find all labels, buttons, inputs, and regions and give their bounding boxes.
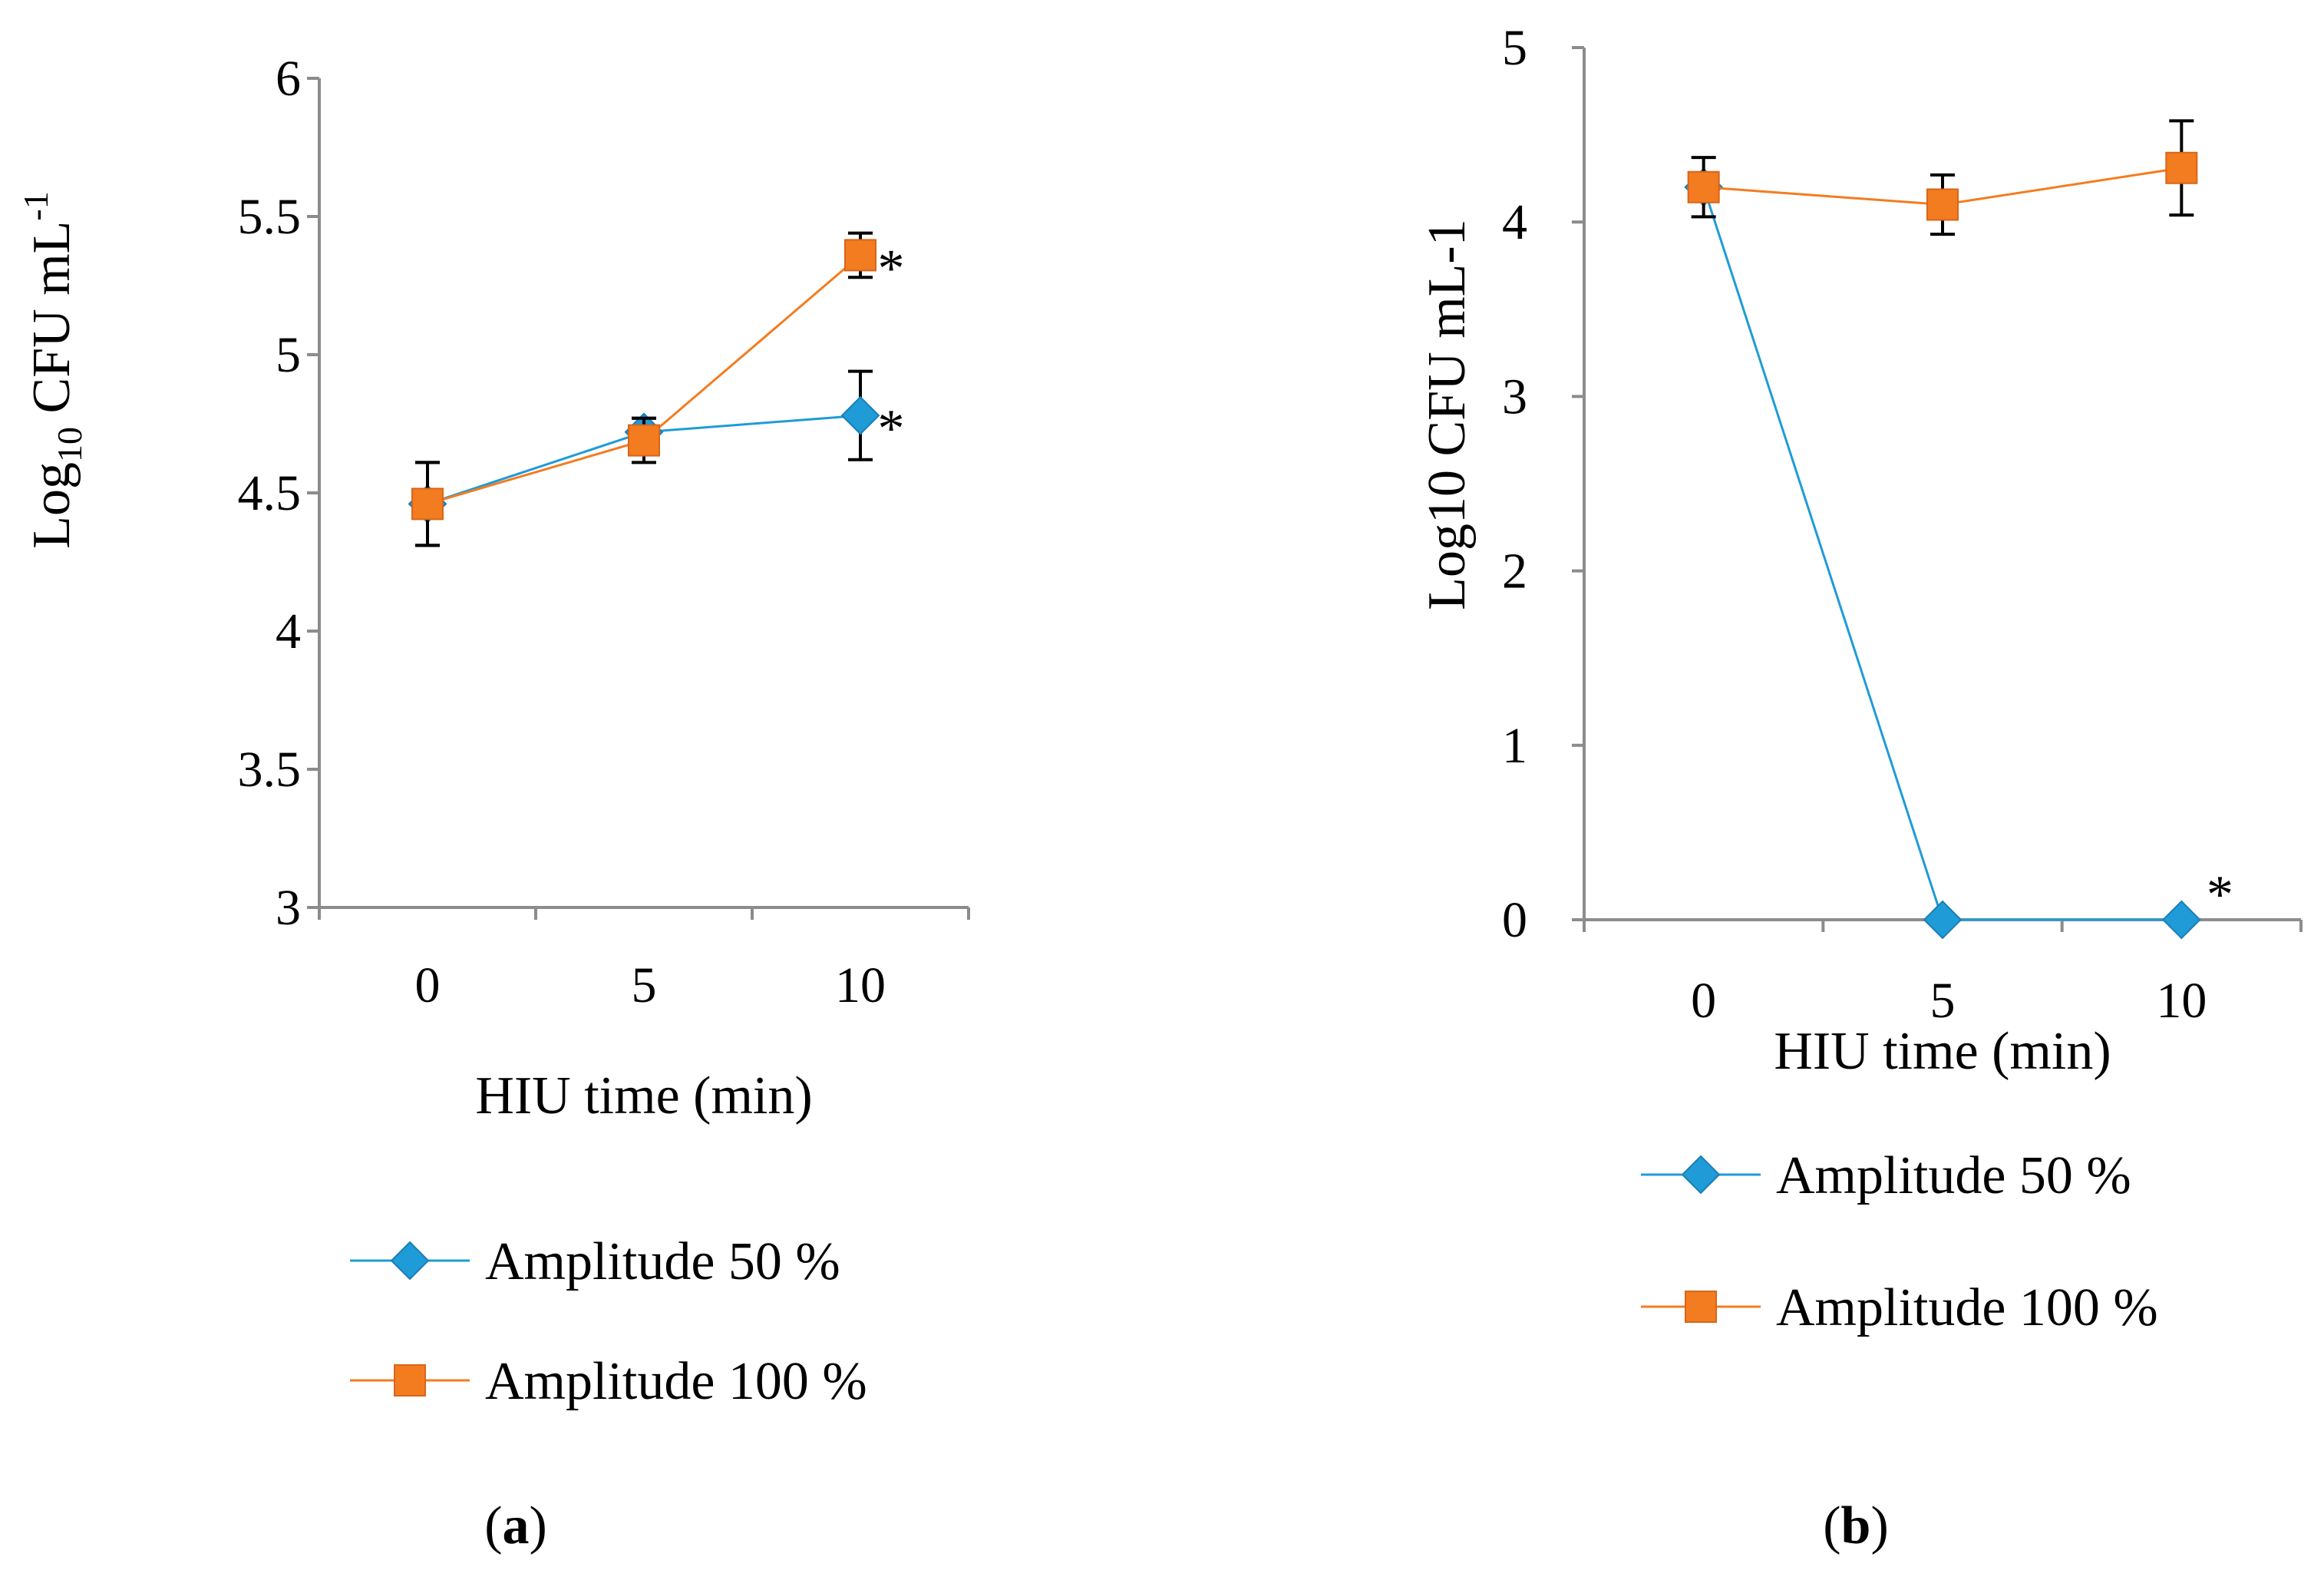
y-tick-label: 2: [1502, 544, 1527, 600]
legend-entry-amplitude-50: Amplitude 50 %: [1641, 1146, 2131, 1205]
y-tick-label: 6: [276, 51, 301, 107]
x-tick-label: 5: [1930, 973, 1956, 1029]
data-point-square: [411, 488, 444, 521]
data-point-square: [628, 424, 660, 457]
x-axis-title: HIU time (min): [475, 1066, 812, 1126]
chart-panel-b: 0 1 2 3 4 5 0 5 10 HIU time (min) Log10 CFU mL-1 * A…: [1418, 20, 2303, 1555]
legend-label: Amplitude 100 %: [1776, 1278, 2158, 1337]
series-line: [427, 254, 861, 505]
legend-label: Amplitude 100 %: [485, 1352, 867, 1411]
legend-label: Amplitude 50 %: [485, 1232, 840, 1291]
panel-label: (a): [484, 1496, 547, 1555]
y-axis-title-subscript: 10: [50, 427, 89, 462]
series-amplitude-100: [411, 231, 876, 547]
y-axis-title: Log10 CFU mL-1: [16, 191, 89, 548]
legend-marker-diamond: [1681, 1155, 1721, 1195]
legend-marker-diamond: [390, 1241, 430, 1281]
data-point-square: [1687, 170, 1720, 203]
y-axis-title-base: Log: [22, 462, 81, 549]
y-tick-label: 3.5: [238, 742, 302, 798]
data-point-diamond: [840, 395, 880, 435]
data-point-square: [844, 239, 876, 272]
y-tick-label: 0: [1502, 892, 1527, 948]
y-axis-title-superscript: -1: [16, 191, 55, 220]
panel-label-close: ): [1870, 1496, 1888, 1555]
legend-marker-square: [394, 1364, 426, 1397]
y-tick-label: 5: [1502, 20, 1527, 76]
panel-label-open: (: [1823, 1496, 1840, 1555]
data-point-diamond: [2161, 900, 2201, 940]
legend-entry-amplitude-100: Amplitude 100 %: [1641, 1278, 2158, 1337]
legend-entry-amplitude-50: Amplitude 50 %: [350, 1232, 840, 1291]
series-amplitude-100: [1687, 119, 2198, 236]
x-tick-label: 0: [1691, 973, 1716, 1029]
panel-label-close: ): [530, 1496, 547, 1555]
y-tick-label: 3: [276, 880, 301, 936]
y-tick-label: 3: [1502, 369, 1527, 425]
legend-label: Amplitude 50 %: [1776, 1146, 2131, 1205]
y-tick-label: 4.5: [238, 465, 302, 521]
y-tick-label: 1: [1502, 718, 1527, 774]
y-tick-label: 4: [276, 603, 301, 659]
data-point-diamond: [1923, 900, 1963, 940]
y-tick-label: 5: [276, 327, 301, 383]
x-tick-label: 0: [415, 957, 441, 1013]
panel-label-open: (: [484, 1496, 502, 1555]
data-point-square: [1926, 188, 1959, 221]
y-axis-title: Log10 CFU mL-1: [1418, 219, 1477, 610]
significance-asterisk: *: [878, 239, 905, 298]
x-axis-title: HIU time (min): [1774, 1022, 2111, 1081]
y-tick-label: 4: [1502, 194, 1527, 250]
panel-label: (b): [1823, 1496, 1889, 1555]
legend-entry-amplitude-100: Amplitude 100 %: [350, 1352, 867, 1411]
y-tick-label: 5.5: [238, 189, 302, 245]
panel-label-letter: a: [503, 1496, 530, 1555]
panel-label-letter: b: [1841, 1496, 1871, 1555]
y-axis-title-main: CFU mL: [22, 221, 81, 427]
x-tick-label: 10: [835, 957, 886, 1013]
legend-marker-square: [1685, 1291, 1717, 1323]
series-line: [1702, 187, 2182, 921]
series-amplitude-50: [1684, 167, 2201, 940]
significance-asterisk: *: [878, 399, 905, 458]
x-tick-label: 5: [632, 957, 657, 1013]
data-point-square: [2165, 151, 2198, 184]
significance-asterisk: *: [2207, 865, 2233, 924]
x-tick-label: 10: [2156, 973, 2207, 1029]
